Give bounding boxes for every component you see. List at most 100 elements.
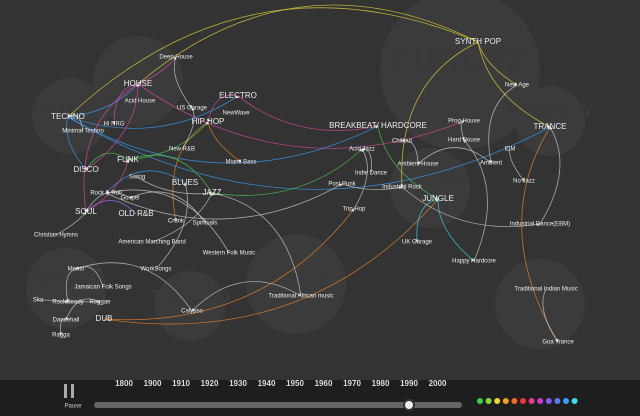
- genre-label[interactable]: Deep House: [159, 55, 193, 61]
- genre-label[interactable]: Swing: [129, 175, 145, 181]
- year-label[interactable]: 1920: [201, 379, 219, 388]
- genre-label[interactable]: Indie Dance: [355, 171, 388, 177]
- genre-label[interactable]: JUNGLE: [422, 194, 454, 203]
- influence-arrow: [67, 114, 84, 132]
- color-filter[interactable]: [528, 398, 535, 404]
- color-filter[interactable]: [477, 398, 483, 404]
- year-label[interactable]: 1800: [115, 379, 133, 388]
- genre-label[interactable]: Acid House: [125, 99, 156, 105]
- genre-label[interactable]: New Age: [505, 83, 530, 89]
- influence-arrow: [67, 116, 379, 164]
- year-label[interactable]: 1980: [372, 379, 390, 388]
- region-area: [495, 259, 585, 349]
- color-filter[interactable]: [494, 398, 501, 404]
- color-filter[interactable]: [563, 398, 569, 404]
- color-filter[interactable]: [502, 398, 509, 404]
- pause-label[interactable]: Pause: [64, 404, 82, 410]
- genre-label[interactable]: Acid Jazz: [349, 147, 375, 153]
- year-label[interactable]: 1990: [400, 379, 418, 388]
- genre-label[interactable]: Mento: [68, 267, 85, 273]
- genre-label[interactable]: Calypso: [181, 309, 203, 315]
- genre-label[interactable]: NewWave: [222, 111, 250, 117]
- genre-label[interactable]: Gospel: [120, 196, 139, 202]
- genre-label[interactable]: US Garage: [177, 106, 208, 112]
- influence-arrow: [67, 7, 479, 118]
- genre-label[interactable]: Ragga: [52, 333, 70, 339]
- slider-handle[interactable]: [403, 399, 415, 411]
- genre-label[interactable]: TECHNO: [51, 112, 85, 121]
- genre-label[interactable]: New R&B: [169, 147, 195, 153]
- control-bar: [0, 380, 640, 416]
- year-label[interactable]: 1970: [343, 379, 361, 388]
- genre-label[interactable]: Rock & Roll: [90, 191, 121, 197]
- year-label[interactable]: 1940: [258, 379, 276, 388]
- genre-label[interactable]: Spirituals: [193, 221, 218, 227]
- genre-label[interactable]: SYNTH POP: [455, 37, 501, 46]
- genre-label[interactable]: IDM: [505, 147, 516, 153]
- genre-label[interactable]: Miami Bass: [225, 160, 256, 166]
- genre-label[interactable]: Ska: [33, 298, 44, 304]
- genre-label[interactable]: Prog House: [448, 119, 480, 125]
- genre-label[interactable]: SOUL: [75, 207, 97, 216]
- genre-label[interactable]: No Jazz: [513, 179, 535, 185]
- genre-label[interactable]: UK Garage: [402, 240, 433, 246]
- genre-label[interactable]: Christian Hymns: [34, 233, 78, 239]
- color-filter[interactable]: [520, 398, 526, 404]
- genre-label[interactable]: Traditional African music: [268, 294, 333, 300]
- color-filter[interactable]: [554, 398, 561, 404]
- genre-label[interactable]: ELECTRO: [219, 91, 257, 100]
- year-label[interactable]: 1900: [144, 379, 162, 388]
- color-filter[interactable]: [545, 398, 552, 404]
- genre-label[interactable]: JAZZ: [202, 188, 221, 197]
- genre-label[interactable]: Happy Hardcore: [452, 259, 496, 265]
- year-label[interactable]: 1930: [229, 379, 247, 388]
- influence-arrow: [137, 4, 479, 85]
- genre-label[interactable]: Dancehall: [53, 318, 80, 324]
- genre-label[interactable]: Ambient: [480, 161, 502, 167]
- genre-label[interactable]: Ambient House: [397, 162, 439, 168]
- year-label[interactable]: 1910: [172, 379, 190, 388]
- genre-label[interactable]: Post Punk: [328, 182, 356, 188]
- pause-icon[interactable]: [71, 384, 74, 398]
- year-label[interactable]: 1950: [286, 379, 304, 388]
- genre-label[interactable]: Crunk: [168, 219, 185, 225]
- region-label: DETROIT: [34, 97, 107, 117]
- genre-label[interactable]: OLD R&B: [118, 209, 153, 218]
- genre-label[interactable]: Hard House: [448, 138, 481, 144]
- genre-label[interactable]: Goa Trance: [542, 340, 574, 346]
- genre-label[interactable]: BLUES: [172, 178, 198, 187]
- genre-label[interactable]: DUB: [96, 314, 113, 323]
- genre-label[interactable]: Industrial Dance(EBM): [510, 222, 570, 228]
- pause-icon[interactable]: [64, 384, 67, 398]
- color-filter[interactable]: [485, 398, 492, 404]
- year-label[interactable]: 1960: [315, 379, 333, 388]
- genre-label[interactable]: Chillout: [392, 139, 412, 145]
- genre-label[interactable]: DISCO: [73, 165, 98, 174]
- genre-label[interactable]: Jamaican Folk Songs: [74, 285, 131, 291]
- year-label[interactable]: 2000: [429, 379, 447, 388]
- genre-label[interactable]: Traditional Indian Music: [514, 287, 577, 293]
- color-filter[interactable]: [537, 398, 544, 404]
- genre-label[interactable]: Minimal Techno: [62, 129, 104, 135]
- genre-label[interactable]: HI NRG: [104, 122, 125, 128]
- genre-label[interactable]: WorkSongs: [141, 267, 172, 273]
- influence-arrow: [65, 268, 77, 303]
- genre-label[interactable]: Reggae: [89, 300, 111, 306]
- color-filter[interactable]: [571, 398, 578, 404]
- genre-label[interactable]: Western Folk Music: [203, 251, 256, 257]
- influence-arrow: [85, 83, 140, 171]
- genre-label[interactable]: BREAKBEAT/ HARDCORE: [329, 121, 427, 130]
- genre-label[interactable]: FUNK: [117, 155, 139, 164]
- genre-label[interactable]: Rocksteady: [52, 300, 83, 306]
- genre-label[interactable]: TRANCE: [534, 122, 567, 131]
- influence-arrow: [66, 116, 87, 171]
- color-filter[interactable]: [511, 398, 518, 404]
- genre-label[interactable]: Industrial Rock: [382, 185, 423, 191]
- genre-label[interactable]: HIP HOP: [192, 117, 225, 126]
- genre-label[interactable]: HOUSE: [124, 79, 152, 88]
- timeline-slider[interactable]: [94, 402, 462, 408]
- genre-label[interactable]: American Marching Band: [118, 240, 185, 246]
- genre-label[interactable]: Trip Hop: [343, 207, 366, 213]
- region-label: EUROPE: [391, 41, 529, 79]
